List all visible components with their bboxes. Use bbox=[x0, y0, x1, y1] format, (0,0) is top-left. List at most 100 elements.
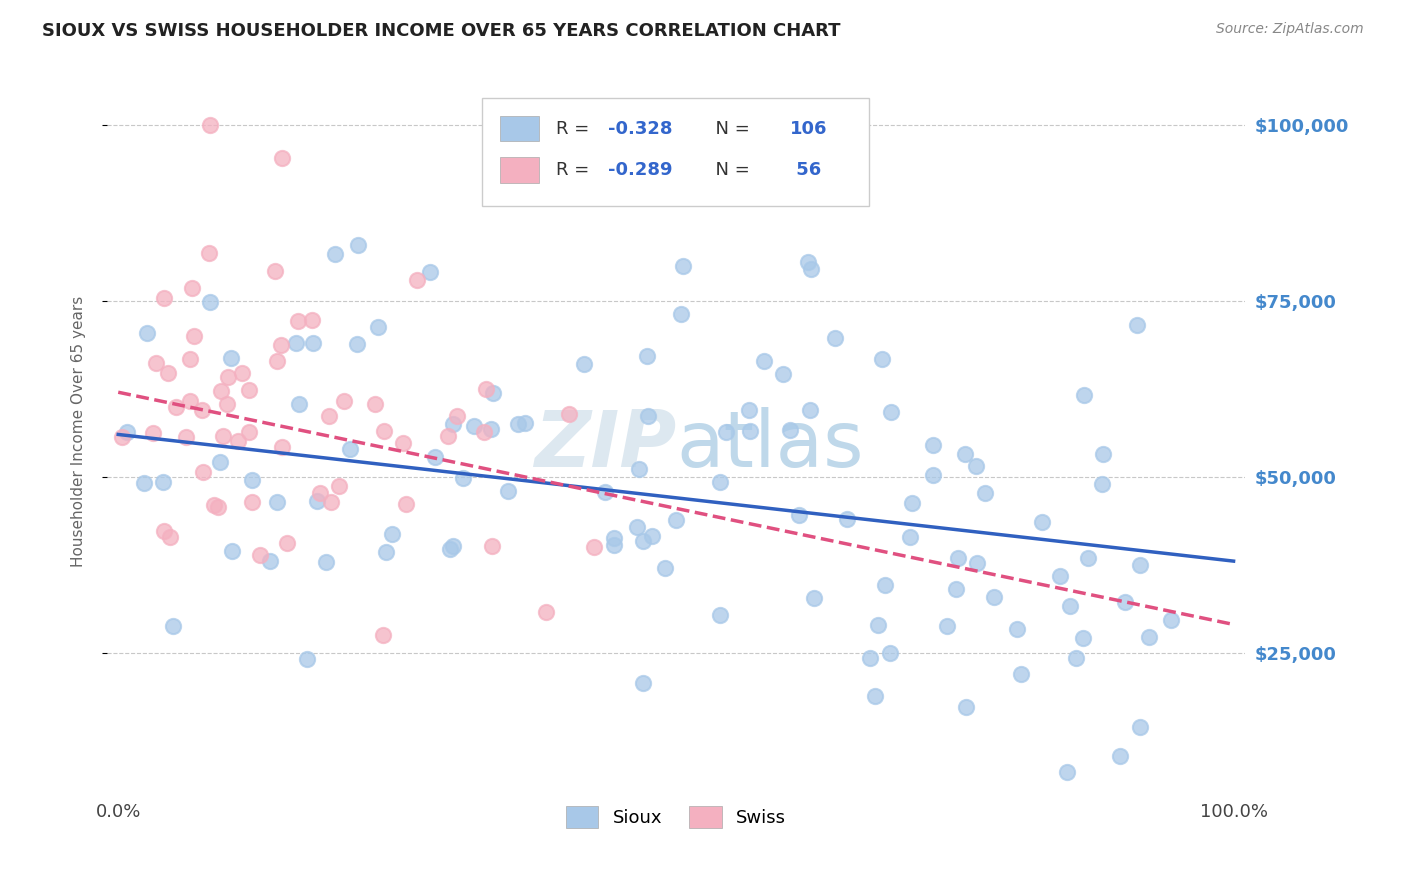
Point bbox=[472, 425, 495, 439]
Point bbox=[226, 434, 249, 449]
Point bbox=[307, 494, 329, 508]
Point bbox=[1139, 630, 1161, 644]
Legend: Sioux, Swiss: Sioux, Swiss bbox=[558, 798, 793, 835]
Point bbox=[367, 319, 389, 334]
Text: ZIP: ZIP bbox=[534, 408, 676, 483]
Point bbox=[319, 495, 342, 509]
Point bbox=[863, 690, 886, 704]
Point bbox=[145, 355, 167, 369]
Point bbox=[221, 544, 243, 558]
Point bbox=[900, 496, 922, 510]
Point bbox=[207, 500, 229, 515]
Point bbox=[799, 403, 821, 417]
Point bbox=[135, 326, 157, 340]
Point bbox=[406, 273, 429, 287]
Point bbox=[1031, 515, 1053, 529]
Point bbox=[134, 475, 156, 490]
Point bbox=[451, 471, 474, 485]
Text: R =: R = bbox=[557, 120, 596, 137]
Point bbox=[1059, 599, 1081, 614]
Point bbox=[333, 394, 356, 409]
Point bbox=[1071, 632, 1094, 646]
Text: SIOUX VS SWISS HOUSEHOLDER INCOME OVER 65 YEARS CORRELATION CHART: SIOUX VS SWISS HOUSEHOLDER INCOME OVER 6… bbox=[42, 22, 841, 40]
Point bbox=[157, 366, 180, 380]
Point bbox=[209, 384, 232, 398]
Y-axis label: Householder Income Over 65 years: Householder Income Over 65 years bbox=[72, 295, 86, 566]
Text: R =: R = bbox=[557, 161, 596, 179]
Point bbox=[740, 424, 762, 438]
Point bbox=[803, 591, 825, 605]
Point bbox=[346, 336, 368, 351]
Point bbox=[583, 540, 606, 554]
Point bbox=[714, 425, 737, 439]
Point bbox=[363, 397, 385, 411]
Point bbox=[1049, 568, 1071, 582]
Point bbox=[921, 468, 943, 483]
Point bbox=[152, 291, 174, 305]
Point bbox=[446, 409, 468, 424]
Point bbox=[481, 539, 503, 553]
Point bbox=[654, 561, 676, 575]
Point bbox=[965, 458, 987, 473]
Point bbox=[208, 455, 231, 469]
Point bbox=[479, 422, 502, 436]
Point bbox=[162, 619, 184, 633]
Point bbox=[496, 484, 519, 499]
Point bbox=[159, 530, 181, 544]
Point bbox=[1126, 318, 1149, 332]
Point bbox=[181, 281, 204, 295]
Point bbox=[423, 450, 446, 464]
Point bbox=[259, 554, 281, 568]
Point bbox=[266, 354, 288, 368]
Point bbox=[152, 475, 174, 489]
Point bbox=[202, 499, 225, 513]
Point bbox=[474, 382, 496, 396]
Point bbox=[631, 533, 654, 548]
Text: N =: N = bbox=[704, 120, 756, 137]
Point bbox=[419, 265, 441, 279]
Point bbox=[955, 447, 977, 461]
Point bbox=[249, 548, 271, 562]
Point bbox=[626, 520, 648, 534]
Point bbox=[443, 417, 465, 431]
Point bbox=[198, 246, 221, 260]
Point bbox=[1010, 666, 1032, 681]
Point bbox=[800, 261, 823, 276]
Point bbox=[441, 539, 464, 553]
Point bbox=[738, 403, 761, 417]
Point bbox=[921, 438, 943, 452]
Point bbox=[534, 606, 557, 620]
Point bbox=[301, 313, 323, 327]
Point bbox=[323, 246, 346, 260]
Point bbox=[174, 430, 197, 444]
Point bbox=[219, 351, 242, 365]
Point bbox=[270, 338, 292, 352]
Point bbox=[264, 264, 287, 278]
Point bbox=[309, 486, 332, 500]
Point bbox=[772, 367, 794, 381]
Point bbox=[191, 465, 214, 479]
Point bbox=[179, 352, 201, 367]
Point bbox=[593, 484, 616, 499]
Point bbox=[1007, 623, 1029, 637]
Point bbox=[1160, 614, 1182, 628]
Point bbox=[276, 535, 298, 549]
Point bbox=[879, 647, 901, 661]
Point bbox=[183, 329, 205, 343]
Point bbox=[153, 524, 176, 538]
Point bbox=[948, 550, 970, 565]
Point bbox=[1056, 765, 1078, 780]
Point bbox=[231, 366, 253, 380]
Point bbox=[983, 590, 1005, 604]
Point bbox=[603, 531, 626, 545]
Point bbox=[381, 527, 404, 541]
Point bbox=[198, 294, 221, 309]
Point bbox=[945, 582, 967, 596]
Point bbox=[318, 409, 340, 424]
Bar bbox=[499, 157, 540, 183]
Point bbox=[482, 386, 505, 401]
Point bbox=[966, 556, 988, 570]
Point bbox=[328, 479, 350, 493]
Point bbox=[439, 541, 461, 556]
Point bbox=[835, 512, 858, 526]
